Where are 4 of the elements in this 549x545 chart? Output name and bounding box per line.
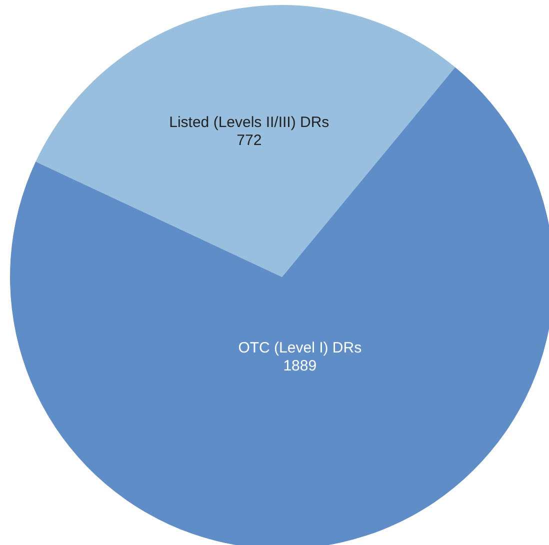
slice-label: OTC (Level I) DRs [238, 340, 362, 357]
data-label: 1889 [283, 358, 317, 375]
data-label: 772 [236, 132, 262, 150]
slice-label: Listed (Levels II/III) DRs [169, 114, 330, 132]
